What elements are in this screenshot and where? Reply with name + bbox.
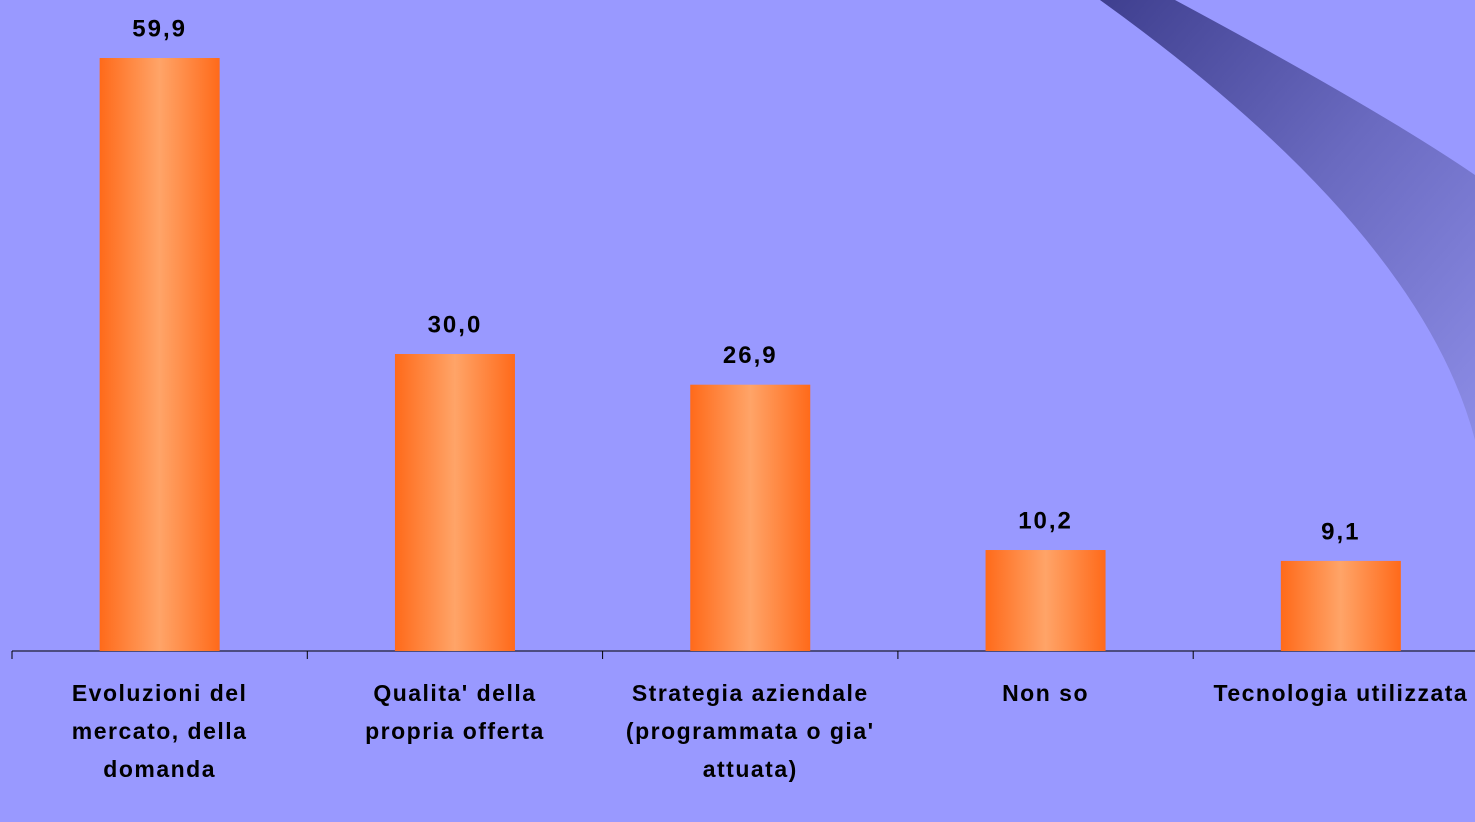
x-tick-label: Non so [916,674,1176,712]
x-tick-label: Evoluzioni del mercato, della domanda [30,674,290,788]
value-label: 59,9 [132,15,187,42]
chart: 59,9 30,0 26,9 10,2 9,1 Evoluzioni del merca… [0,0,1475,822]
value-label: 9,1 [1321,518,1360,545]
bar [100,58,220,651]
value-label: 26,9 [723,342,778,369]
bar [1281,561,1401,651]
bar [395,354,515,651]
x-tick-label: Strategia aziendale (programmata o gia' … [620,674,880,788]
x-tick-label: Qualita' della propria offerta [325,674,585,750]
value-label: 30,0 [428,311,483,338]
decorative-swoosh [1100,0,1475,440]
bar [986,550,1106,651]
value-label: 10,2 [1018,507,1073,534]
x-tick-label: Tecnologia utilizzata [1211,674,1471,712]
bar [690,385,810,651]
